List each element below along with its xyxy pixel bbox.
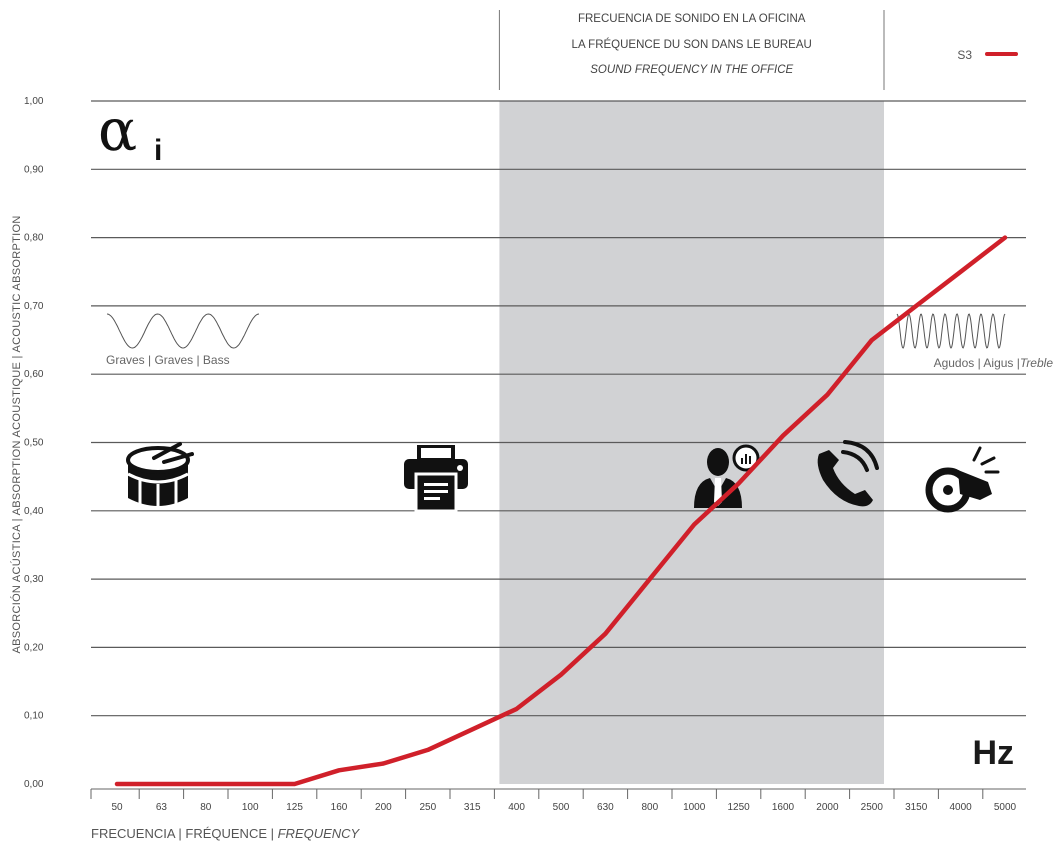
x-tick-label: 125 bbox=[286, 802, 303, 813]
legend-label-s3: S3 bbox=[957, 48, 972, 62]
printer-icon bbox=[404, 445, 468, 513]
x-tick-label: 2500 bbox=[861, 802, 884, 813]
y-axis-title: ABSORCIÓN ACÚSTICA | ABSORPTION ACOUSTIQ… bbox=[10, 215, 23, 653]
y-tick-label: 0,90 bbox=[24, 164, 44, 175]
treble-range-label: Agudos | Aigus |Treble bbox=[934, 356, 1054, 370]
x-tick-label: 5000 bbox=[994, 802, 1017, 813]
x-tick-label: 63 bbox=[156, 802, 168, 813]
y-tick-label: 0,40 bbox=[24, 506, 44, 517]
x-tick-label: 1250 bbox=[727, 802, 750, 813]
gridlines bbox=[91, 100, 1026, 717]
y-tick-label: 0,60 bbox=[24, 369, 44, 380]
band-title-es: FRECUENCIA DE SONIDO EN LA OFICINA bbox=[578, 13, 806, 25]
x-tick-label: 250 bbox=[419, 802, 436, 813]
x-tick-label: 200 bbox=[375, 802, 392, 813]
x-tick-label: 80 bbox=[200, 802, 212, 813]
y-tick-label: 0,30 bbox=[24, 574, 44, 585]
x-axis-title: FRECUENCIA | FRÉQUENCE | FREQUENCY bbox=[91, 826, 361, 841]
y-tick-label: 1,00 bbox=[24, 96, 44, 107]
y-tick-label: 0,70 bbox=[24, 301, 44, 312]
x-tick-label: 100 bbox=[242, 802, 259, 813]
band-title-en: SOUND FREQUENCY IN THE OFFICE bbox=[590, 64, 793, 76]
band-title-fr: LA FRÉQUENCE DU SON DANS LE BUREAU bbox=[572, 38, 812, 51]
hz-unit-label: Hz bbox=[972, 734, 1014, 772]
bass-range-label: Graves | Graves | Bass bbox=[106, 353, 230, 367]
x-tick-marks bbox=[90, 789, 984, 799]
x-tick-label: 500 bbox=[553, 802, 570, 813]
x-tick-label: 3150 bbox=[905, 802, 928, 813]
x-tick-label: 1600 bbox=[772, 802, 795, 813]
y-tick-label: 0,10 bbox=[24, 711, 44, 722]
x-tick-label: 2000 bbox=[816, 802, 839, 813]
alpha-symbol: α bbox=[98, 96, 137, 164]
y-tick-label: 0,20 bbox=[24, 642, 44, 653]
y-tick-label: 0,00 bbox=[24, 779, 44, 790]
alpha-subscript: i bbox=[154, 134, 162, 167]
x-tick-label: 315 bbox=[464, 802, 481, 813]
x-tick-label: 160 bbox=[331, 802, 348, 813]
x-tick-label: 50 bbox=[111, 802, 123, 813]
treble-wave-icon bbox=[896, 313, 1006, 349]
y-tick-labels: 0,00 0,10 0,20 0,30 0,40 0,50 0,60 0,70 0,80 0,90… bbox=[24, 96, 44, 790]
x-axis-title-en: FREQUENCY bbox=[278, 826, 361, 841]
x-tick-label: 1000 bbox=[683, 802, 706, 813]
x-tick-label: 630 bbox=[597, 802, 614, 813]
x-tick-label: 400 bbox=[508, 802, 525, 813]
phone-icon bbox=[817, 440, 879, 507]
x-tick-labels: 50 63 80 100 125 160 200 250 315 400 500 630 800 1000… bbox=[111, 802, 1016, 813]
treble-range-label-en: Treble bbox=[1020, 356, 1053, 370]
treble-range-label-main: Agudos | Aigus | bbox=[934, 356, 1020, 370]
x-tick-label: 4000 bbox=[949, 802, 972, 813]
x-tick-label: 800 bbox=[641, 802, 658, 813]
person-speaking-icon bbox=[694, 444, 760, 508]
whistle-icon bbox=[925, 446, 1000, 513]
x-axis-title-main: FRECUENCIA | FRÉQUENCE | bbox=[91, 826, 278, 841]
series-line-s3 bbox=[114, 235, 1008, 787]
y-tick-label: 0,50 bbox=[24, 438, 44, 449]
y-tick-label: 0,80 bbox=[24, 233, 44, 244]
bass-wave-icon bbox=[106, 313, 260, 349]
drum-icon bbox=[126, 442, 194, 510]
